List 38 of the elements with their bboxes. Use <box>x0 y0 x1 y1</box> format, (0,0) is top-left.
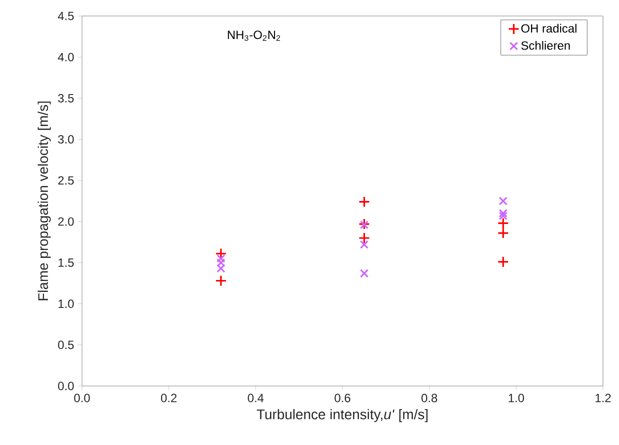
y-axis-title: Flame propagation velocity [m/s] <box>38 102 51 300</box>
point <box>358 196 370 208</box>
x-tick-label: 0.8 <box>421 394 438 402</box>
point <box>497 227 509 239</box>
y-tick-label: 1.0 <box>58 300 74 308</box>
x-tick-label: 0.0 <box>74 394 90 402</box>
point <box>498 211 508 220</box>
y-tick-label: 2.0 <box>58 217 74 226</box>
point <box>216 254 226 263</box>
text: NH$_{3}$-O$_{2}$N$_{2}$ <box>228 30 280 41</box>
y-tick-label: 4.5 <box>58 12 74 20</box>
x-tick-label: 1.2 <box>596 394 611 402</box>
x-tick-label: 0.4 <box>248 394 264 402</box>
point <box>216 258 226 267</box>
point <box>360 240 369 249</box>
y-tick-label: 4.0 <box>58 52 74 62</box>
point <box>360 220 369 230</box>
x-axis-title: Turbulence intensity,u' [m/s] <box>256 409 428 422</box>
point <box>358 232 370 244</box>
point <box>358 218 370 230</box>
y-tick-label: 2.5 <box>58 176 74 185</box>
x-tick-label: 0.6 <box>334 394 350 402</box>
y-tick-label: 0.0 <box>58 382 74 390</box>
y-tick-label: 3.5 <box>58 94 74 102</box>
point <box>497 217 509 229</box>
point <box>498 209 508 218</box>
point <box>360 269 369 278</box>
y-tick-label: 1.5 <box>58 258 74 267</box>
x-tick-label: 1.0 <box>508 394 524 402</box>
y-tick-label: 0.5 <box>58 340 74 350</box>
point <box>497 256 509 268</box>
point <box>215 274 227 287</box>
legend-label: OH radical <box>521 24 576 33</box>
y-tick-label: 3.0 <box>58 135 74 144</box>
x-tick-label: 0.2 <box>160 394 177 402</box>
point <box>216 264 226 273</box>
legend-label: Schlieren <box>521 41 570 50</box>
point <box>498 196 508 206</box>
